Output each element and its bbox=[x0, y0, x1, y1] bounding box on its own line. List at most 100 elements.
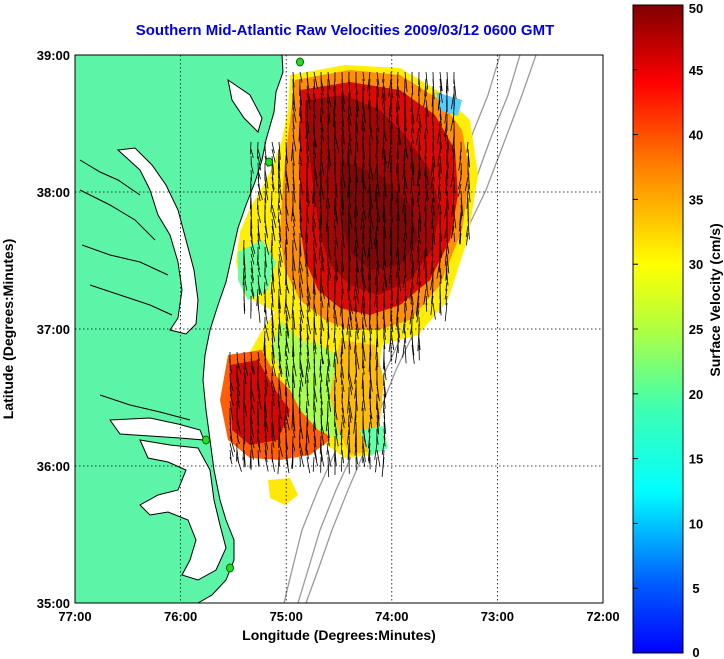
velocity-vector bbox=[460, 162, 462, 175]
velocity-vector bbox=[236, 421, 241, 435]
velocity-vector bbox=[404, 71, 408, 92]
velocity-vector bbox=[383, 435, 386, 447]
velocity-vector bbox=[424, 239, 427, 259]
velocity-vector bbox=[250, 225, 253, 240]
colorbar-tick-label: 50 bbox=[689, 1, 703, 16]
velocity-vector bbox=[383, 393, 386, 409]
velocity-vector bbox=[250, 148, 254, 158]
velocity-vector bbox=[264, 176, 267, 189]
velocity-vector bbox=[299, 267, 303, 284]
velocity-vector bbox=[425, 120, 428, 135]
station-marker bbox=[265, 157, 273, 167]
velocity-vector bbox=[341, 99, 345, 112]
velocity-vector bbox=[467, 183, 471, 203]
velocity-vector bbox=[445, 169, 448, 185]
velocity-vector bbox=[292, 358, 297, 377]
velocity-vector bbox=[354, 190, 357, 203]
velocity-vector bbox=[264, 456, 269, 472]
velocity-vector bbox=[348, 99, 352, 116]
velocity-vector bbox=[327, 323, 330, 339]
pamlico-sound bbox=[139, 439, 227, 581]
velocity-vector bbox=[236, 386, 240, 403]
velocity-vector bbox=[327, 260, 331, 278]
velocity-vector bbox=[304, 365, 308, 384]
velocity-vector bbox=[229, 365, 233, 374]
velocity-vector bbox=[257, 351, 260, 362]
velocity-vector bbox=[319, 197, 322, 209]
velocity-vector bbox=[411, 218, 415, 234]
velocity-vector bbox=[236, 358, 242, 374]
velocity-vector bbox=[396, 211, 399, 221]
velocity-vector bbox=[424, 148, 427, 160]
velocity-vector bbox=[229, 456, 233, 465]
velocity-vector bbox=[341, 155, 344, 167]
velocity-vector bbox=[271, 204, 276, 219]
velocity-vector bbox=[439, 204, 442, 214]
velocity-vector bbox=[376, 134, 379, 144]
velocity-vector bbox=[326, 211, 329, 229]
velocity-vector bbox=[355, 134, 359, 152]
velocity-vector bbox=[348, 414, 350, 428]
velocity-vector bbox=[382, 302, 385, 320]
velocity-vector bbox=[439, 85, 443, 103]
velocity-vector bbox=[320, 393, 323, 405]
rivers bbox=[79, 159, 191, 421]
velocity-vector bbox=[318, 211, 322, 230]
velocity-vector bbox=[313, 78, 316, 89]
velocity-vector bbox=[361, 316, 364, 329]
velocity-vector bbox=[318, 225, 322, 243]
velocity-vector bbox=[257, 421, 260, 434]
chart-title: Southern Mid-Atlantic Raw Velocities 200… bbox=[135, 22, 555, 39]
velocity-vector bbox=[376, 449, 381, 467]
velocity-vector bbox=[396, 288, 399, 305]
velocity-vector bbox=[444, 302, 448, 322]
velocity-vector bbox=[313, 176, 315, 198]
velocity-vector bbox=[340, 176, 343, 186]
velocity-vector bbox=[369, 190, 373, 209]
velocity-vector bbox=[271, 309, 274, 329]
velocity-vector bbox=[313, 302, 317, 317]
velocity-vector bbox=[411, 120, 414, 134]
velocity-vector bbox=[306, 428, 310, 444]
velocity-vector bbox=[361, 162, 364, 184]
velocity-vector bbox=[355, 393, 358, 411]
velocity-vector bbox=[383, 365, 387, 381]
velocity-vector bbox=[437, 183, 441, 199]
velocity-vector bbox=[334, 211, 339, 225]
velocity-vector bbox=[355, 449, 358, 465]
velocity-vector bbox=[382, 211, 385, 222]
velocity-vector bbox=[404, 113, 406, 131]
velocity-vector bbox=[284, 344, 287, 356]
velocity-vector bbox=[432, 78, 435, 100]
velocity-vector bbox=[415, 127, 420, 145]
velocity-vector bbox=[278, 246, 283, 263]
velocity-vector bbox=[346, 316, 350, 335]
velocity-vector bbox=[320, 351, 325, 364]
velocity-vector bbox=[390, 253, 393, 264]
velocity-vector bbox=[390, 295, 393, 306]
velocity-vector bbox=[353, 281, 357, 301]
velocity-vector bbox=[439, 113, 442, 127]
velocity-vector bbox=[368, 260, 371, 281]
velocity-vector bbox=[353, 148, 357, 166]
velocity-vector bbox=[326, 218, 329, 233]
velocity-vector bbox=[397, 134, 401, 146]
velocity-vector bbox=[306, 190, 310, 204]
velocity-vector bbox=[355, 253, 359, 273]
velocity-vector bbox=[327, 456, 330, 478]
velocity-vector bbox=[355, 99, 359, 118]
velocity-vector bbox=[334, 183, 338, 199]
velocity-vector bbox=[306, 113, 310, 134]
colorbar-ticks: 0 5 10 15 20 25 30 35 40 45 50 bbox=[633, 1, 703, 659]
velocity-vector bbox=[390, 218, 392, 237]
velocity-vector bbox=[333, 197, 336, 215]
velocity-vector bbox=[348, 253, 351, 273]
velocity-vector bbox=[410, 141, 413, 152]
velocity-vector bbox=[396, 260, 399, 279]
velocity-vector bbox=[354, 239, 357, 254]
velocity-vector bbox=[354, 197, 357, 218]
velocity-vector bbox=[466, 141, 469, 153]
velocity-vector bbox=[417, 197, 420, 207]
colorbar-tick-label: 35 bbox=[689, 192, 703, 207]
velocity-vector bbox=[368, 169, 371, 179]
